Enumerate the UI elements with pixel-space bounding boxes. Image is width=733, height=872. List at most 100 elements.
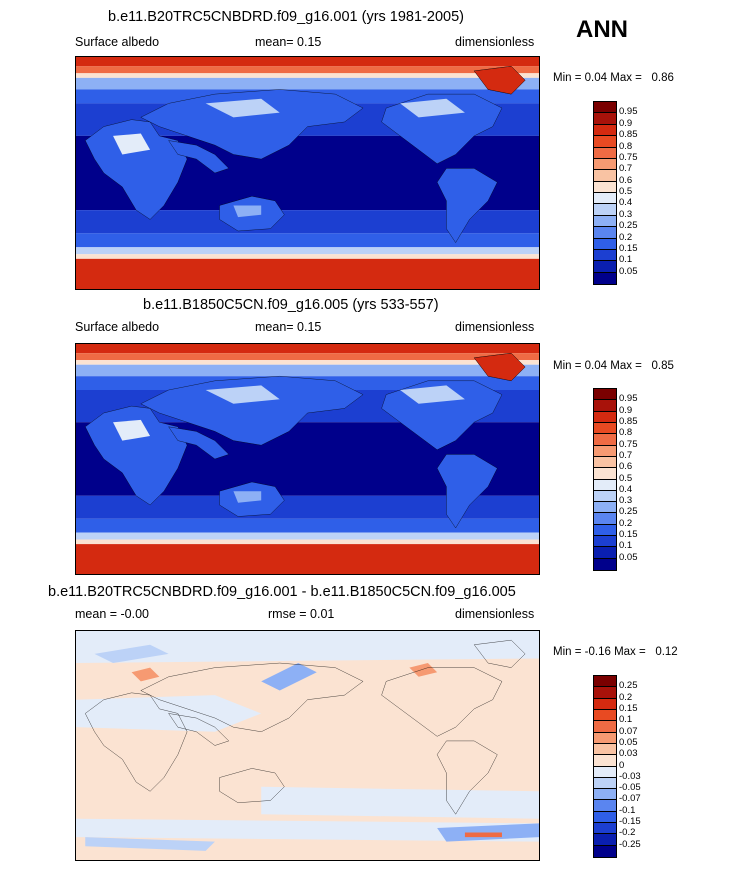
coastline-arabia-india (169, 713, 229, 745)
colorbar-swatch (594, 411, 616, 423)
colorbar-tick-label: 0.5 (619, 186, 633, 197)
colorbar-tick-label: 0.1 (619, 540, 633, 552)
high-albedo-patch (205, 98, 280, 118)
colorbar-tick-label: 0.05 (619, 736, 638, 748)
colorbar-tick-label: -0.25 (619, 838, 641, 850)
high-albedo-patch (400, 385, 465, 404)
colorbar-tick-label: 0.95 (619, 393, 638, 405)
colorbar-tick-label: 0.03 (619, 748, 638, 760)
colorbar-swatch (594, 468, 616, 480)
diff-anomaly-region (261, 786, 539, 819)
colorbar-swatch (594, 687, 616, 699)
high-albedo-patch (400, 98, 465, 118)
panel-2-max-value: 0.85 (651, 360, 674, 372)
map-canvas (76, 57, 539, 289)
ocean-albedo-band (76, 73, 539, 78)
panel-3-minmax: Min = -0.16 Max = 0.12 (553, 646, 678, 658)
colorbar-swatch (594, 479, 616, 491)
colorbar-swatch (594, 709, 616, 722)
colorbar-tick-label: 0.6 (619, 461, 633, 473)
colorbar-tick-label: 0.2 (619, 517, 633, 529)
ocean-albedo-band (76, 539, 539, 545)
land-arabia-india (169, 141, 229, 173)
panel-3-colorbar (593, 675, 617, 858)
colorbar-tick-label: -0.07 (619, 793, 641, 805)
colorbar-tick-label: 0.25 (619, 680, 638, 692)
high-albedo-patch (233, 491, 262, 503)
ocean-albedo-band (76, 247, 539, 255)
diff-positive-region (131, 667, 160, 682)
colorbar-tick-label: 0.85 (619, 129, 638, 141)
colorbar-swatch (594, 400, 616, 412)
panel-3-max-label: Max = (614, 646, 646, 658)
colorbar-tick-label: 0.6 (619, 174, 633, 186)
colorbar-tick-label: 0.25 (619, 506, 638, 518)
colorbar-swatch (594, 721, 616, 733)
colorbar-swatch (594, 558, 616, 570)
ocean-albedo-band (76, 77, 539, 90)
colorbar-swatch (594, 238, 616, 250)
colorbar-swatch (594, 777, 616, 790)
colorbar-swatch (594, 204, 616, 216)
panel-3-mean: mean = -0.00 (75, 607, 150, 621)
colorbar-swatch (594, 845, 616, 857)
colorbar-tick-label: 0.9 (619, 404, 633, 416)
colorbar-tick-label: 0.8 (619, 427, 633, 439)
colorbar-tick-label: 0.3 (619, 495, 633, 507)
colorbar-swatch (594, 676, 616, 688)
high-albedo-patch (113, 419, 151, 441)
colorbar-tick-label: 0.7 (619, 163, 633, 175)
colorbar-swatch (594, 227, 616, 239)
colorbar-tick-label: 0.85 (619, 415, 638, 427)
colorbar-tick-label: 0.7 (619, 449, 633, 461)
diff-positive-region (464, 832, 502, 838)
colorbar-swatch (594, 422, 616, 435)
colorbar-swatch (594, 272, 616, 284)
colorbar-tick-label: 0.5 (619, 472, 633, 484)
panel-3-difference-map (75, 630, 540, 861)
colorbar-swatch (594, 743, 616, 756)
colorbar-swatch (594, 800, 616, 812)
colorbar-tick-label: 0.95 (619, 106, 638, 118)
colorbar-tick-label: -0.1 (619, 804, 636, 816)
colorbar-swatch (594, 823, 616, 835)
colorbar-swatch (594, 124, 616, 137)
colorbar-swatch (594, 698, 616, 710)
ocean-albedo-band (76, 353, 539, 361)
coastline-australia (220, 768, 285, 802)
colorbar-tick-label: 0.2 (619, 691, 633, 703)
panel-3-units: dimensionless (455, 607, 535, 621)
map-canvas (76, 631, 539, 860)
coastline-greenland (474, 640, 525, 667)
diff-anomaly-region (85, 837, 215, 851)
panel-2-min-label: Min = (553, 360, 582, 372)
colorbar-swatch (594, 389, 616, 401)
colorbar-tick-label: 0.8 (619, 140, 633, 152)
land-arabia-india (169, 427, 229, 459)
diff-positive-region (409, 663, 438, 677)
ocean-albedo-band (76, 495, 539, 519)
colorbar-swatch (594, 445, 616, 457)
ocean-albedo-band (76, 532, 539, 540)
colorbar-tick-label: 0.1 (619, 714, 633, 726)
panel-1-min-value: 0.04 (584, 72, 608, 84)
ocean-albedo-band (76, 364, 539, 377)
panel-1-max-value: 0.86 (651, 72, 674, 84)
land-eurasia (141, 89, 363, 159)
colorbar-swatch (594, 249, 616, 262)
season-label: ANN (576, 16, 628, 43)
panel-1-colorbar (593, 101, 617, 285)
ocean-albedo-band (76, 518, 539, 533)
diff-anomaly-region (76, 631, 539, 664)
colorbar-swatch (594, 536, 616, 548)
colorbar-tick-label: -0.15 (619, 816, 641, 828)
ocean-albedo-band (76, 360, 539, 365)
greenland-ice (474, 66, 525, 94)
panel-2-max-label: Max = (610, 360, 642, 372)
coastline-north-america (382, 668, 502, 737)
high-albedo-patch (113, 133, 151, 155)
panel-1-albedo-map (75, 56, 540, 290)
colorbar-swatch (594, 502, 616, 514)
colorbar-tick-label: 0.15 (619, 702, 638, 714)
panel-2-title: b.e11.B1850C5CN.f09_g16.005 (yrs 533-557… (143, 297, 439, 313)
